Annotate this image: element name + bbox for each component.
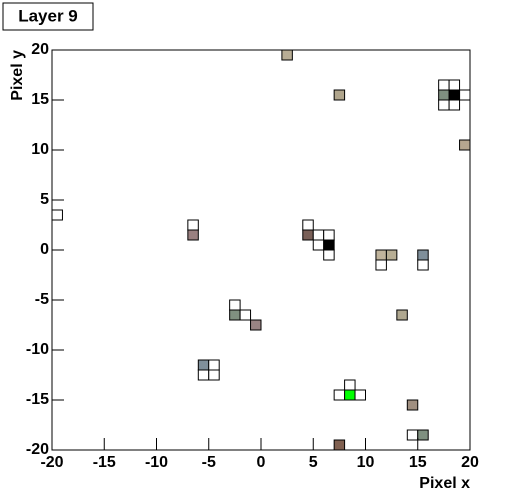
cell [344, 379, 356, 391]
y-axis-label: Pixel y [9, 50, 26, 101]
cell [344, 389, 356, 401]
cell [51, 209, 63, 221]
cell [438, 89, 450, 101]
y-tick-label: -15 [26, 391, 49, 408]
x-tick-label: -10 [145, 454, 168, 471]
cell [375, 259, 387, 271]
cell [406, 399, 419, 411]
cell [197, 359, 210, 371]
cell [459, 139, 471, 151]
plot-frame [51, 49, 471, 451]
cell [250, 319, 262, 331]
y-tick-label: 0 [40, 241, 49, 258]
cell [302, 229, 314, 241]
x-tick-label: 20 [461, 454, 479, 471]
cell [406, 429, 419, 441]
cell [208, 369, 220, 381]
cell [438, 99, 450, 111]
y-tick-label: -20 [26, 441, 49, 458]
x-tick-label: 15 [409, 454, 427, 471]
cell [354, 389, 366, 401]
y-tick-label: 20 [31, 41, 49, 58]
cell [385, 249, 398, 261]
cell [417, 259, 429, 271]
cell [448, 79, 461, 91]
cell [333, 389, 346, 401]
cell [239, 309, 252, 321]
cell [375, 249, 387, 261]
y-tick-label: -10 [26, 341, 49, 358]
cell [448, 89, 461, 101]
cell [417, 249, 429, 261]
cell [197, 369, 210, 381]
cell [229, 299, 241, 311]
y-tick-label: 10 [31, 141, 49, 158]
x-tick-label: 10 [357, 454, 375, 471]
cell [323, 239, 335, 251]
cell [229, 309, 241, 321]
cell [396, 309, 408, 321]
cell [302, 219, 314, 231]
y-tick-label: 15 [31, 91, 49, 108]
title-box [2, 2, 94, 31]
y-tick-label: 5 [40, 191, 49, 208]
x-tick-label: 0 [257, 454, 266, 471]
x-tick-label: -5 [202, 454, 216, 471]
cell [281, 49, 293, 61]
x-tick-label: -20 [40, 454, 63, 471]
cell [333, 89, 346, 101]
cell [459, 89, 471, 101]
cell [333, 439, 346, 451]
x-tick-label: -15 [93, 454, 116, 471]
chart-title: Layer 9 [18, 6, 78, 25]
cell [323, 249, 335, 261]
cell [323, 229, 335, 241]
cell [312, 229, 325, 241]
cell [417, 429, 429, 441]
y-tick-label: -5 [35, 291, 49, 308]
cell [208, 359, 220, 371]
cell [187, 229, 199, 241]
cell [438, 79, 450, 91]
cell [312, 239, 325, 251]
cell [448, 99, 461, 111]
x-axis-label: Pixel x [419, 475, 470, 492]
cell [187, 219, 199, 231]
x-tick-label: 5 [309, 454, 318, 471]
